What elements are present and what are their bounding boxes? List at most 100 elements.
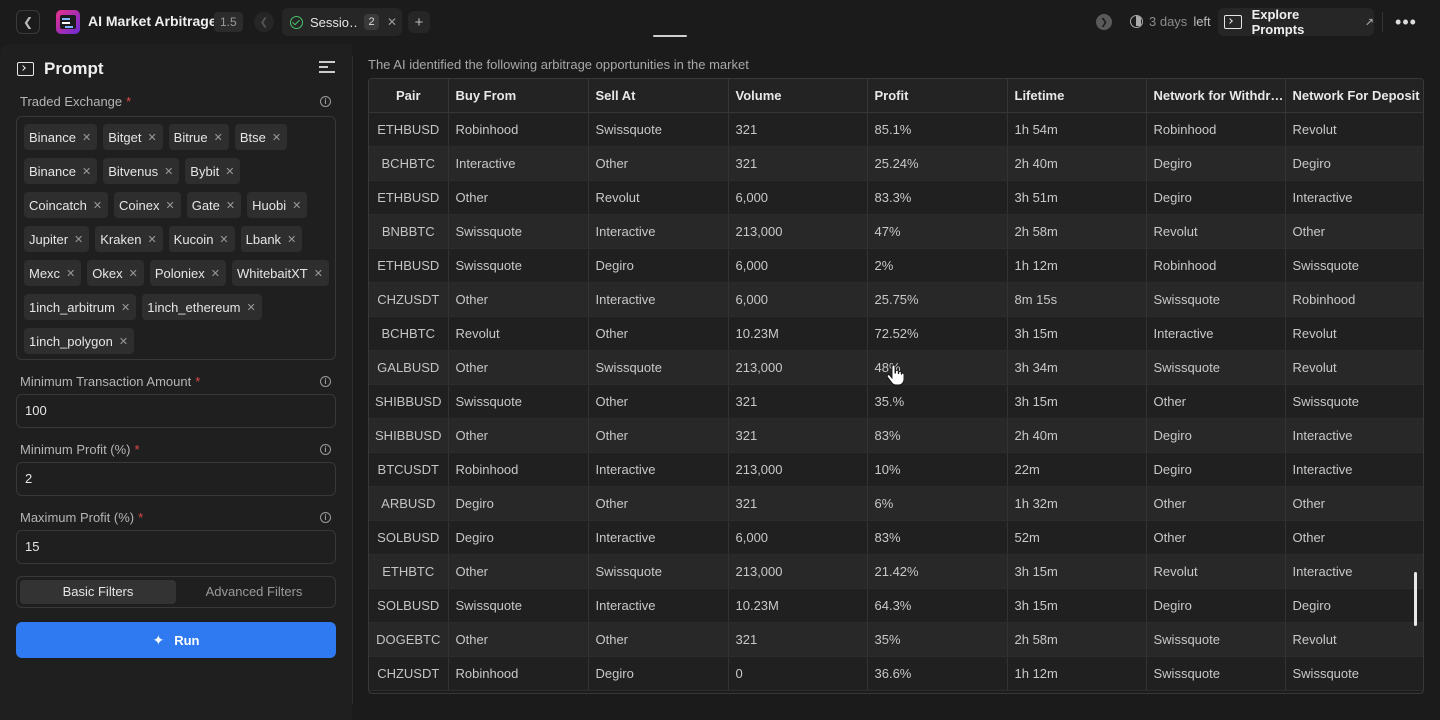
add-tab-button[interactable]: +	[408, 11, 430, 33]
table-cell: 2h 40m	[1007, 146, 1147, 181]
info-icon[interactable]: i	[320, 444, 331, 455]
top-bar: ❮ AI Market Arbitrage 1.5 ❮ Sessio… 2 ✕ …	[0, 0, 1440, 44]
next-session-button[interactable]: ❯	[1096, 14, 1112, 30]
drag-handle[interactable]	[653, 35, 687, 37]
remove-chip-icon[interactable]: ✕	[81, 131, 92, 144]
traded-exchange-label: Traded Exchange *	[20, 94, 131, 109]
remove-chip-icon[interactable]: ✕	[164, 165, 174, 178]
info-icon[interactable]: i	[320, 376, 331, 387]
tab-advanced-filters[interactable]: Advanced Filters	[205, 584, 303, 599]
table-cell: 25.75%	[867, 282, 1008, 317]
exchange-chip: Huobi ✕	[247, 192, 308, 218]
panel-resize-handle[interactable]	[352, 56, 353, 704]
remove-chip-icon[interactable]: ✕	[219, 233, 229, 246]
column-header[interactable]: Pair	[369, 79, 449, 113]
remove-chip-icon[interactable]: ✕	[287, 233, 297, 246]
remove-chip-icon[interactable]: ✕	[147, 233, 157, 246]
table-cell: 83%	[867, 520, 1008, 555]
column-header[interactable]: Network For Deposit	[1285, 79, 1423, 113]
remove-chip-icon[interactable]: ✕	[271, 131, 282, 144]
column-header[interactable]: Lifetime	[1007, 79, 1147, 113]
min-transaction-label: Minimum Transaction Amount *	[20, 374, 200, 389]
table-row[interactable]: SOLBUSD Degiro Interactive 6,000 83% 52m Other…	[369, 520, 1423, 555]
table-row[interactable]: DOGEBTC Other Other 321 35% 2h 58m Swissquote R…	[369, 622, 1423, 657]
min-transaction-input[interactable]: 100	[16, 394, 336, 428]
remove-chip-icon[interactable]: ✕	[313, 267, 323, 280]
table-row[interactable]: GALBUSD Other Swissquote 213,000 48% 3h 34m Sw…	[369, 350, 1423, 385]
table-cell: Swissquote	[588, 350, 729, 385]
table-cell: Degiro	[448, 520, 589, 555]
remove-chip-icon[interactable]: ✕	[292, 199, 302, 212]
exchange-chip: Mexc ✕	[24, 260, 82, 286]
table-row[interactable]: BNBBTC Swissquote Interactive 213,000 47% 2h …	[369, 214, 1423, 249]
table-row[interactable]: ETHBTC Other Swissquote 213,000 21.42% 3h 15m…	[369, 554, 1423, 589]
table-row[interactable]: CHZUSDT Robinhood Degiro 0 36.6% 1h 12m Swissq…	[369, 656, 1423, 691]
column-header[interactable]: Buy From	[448, 79, 589, 113]
table-cell: BTCUSDT	[369, 452, 449, 487]
table-row[interactable]: CHZUSDT Other Interactive 6,000 25.75% 8m 15s…	[369, 282, 1423, 317]
exchange-chip: Binance ✕	[24, 158, 98, 184]
collapse-panel-icon[interactable]	[319, 61, 335, 75]
remove-chip-icon[interactable]: ✕	[225, 165, 235, 178]
remove-chip-icon[interactable]: ✕	[213, 131, 223, 144]
explore-prompts-button[interactable]: Explore Prompts ↗	[1218, 7, 1374, 37]
min-transaction-label-text: Minimum Transaction Amount	[20, 374, 192, 389]
column-header[interactable]: Network for Withdr…	[1146, 79, 1286, 113]
table-row[interactable]: BTCUSDT Robinhood Interactive 213,000 10% 22m…	[369, 452, 1423, 487]
tab-session[interactable]: Sessio… 2 ✕	[282, 8, 402, 36]
table-cell: Revolut	[1285, 112, 1423, 147]
table-cell: BCHBTC	[369, 146, 449, 181]
column-header[interactable]: Sell At	[588, 79, 729, 113]
table-cell: 64.3%	[867, 588, 1008, 623]
tab-basic-filters[interactable]: Basic Filters	[20, 580, 176, 604]
remove-chip-icon[interactable]: ✕	[128, 267, 138, 280]
table-row[interactable]: BCHBTC Interactive Other 321 25.24% 2h 40m Deg…	[369, 146, 1423, 181]
exchange-chip: Btse ✕	[234, 124, 288, 150]
exchange-chip: 1inch_arbitrum ✕	[24, 294, 137, 320]
column-header[interactable]: Profit	[867, 79, 1008, 113]
back-button[interactable]: ❮	[16, 10, 40, 34]
remove-chip-icon[interactable]: ✕	[210, 267, 220, 280]
remove-chip-icon[interactable]: ✕	[225, 199, 236, 212]
remove-chip-icon[interactable]: ✕	[121, 301, 131, 314]
table-row[interactable]: ETHBUSD Other Revolut 6,000 83.3% 3h 51m Degir…	[369, 180, 1423, 215]
table-row[interactable]: ETHBUSD Robinhood Swissquote 321 85.1% 1h 54m…	[369, 112, 1423, 147]
table-row[interactable]: BCHBTC Revolut Other 10.23M 72.52% 3h 15m Inte…	[369, 316, 1423, 351]
scrollbar-thumb[interactable]	[1414, 572, 1417, 626]
previous-session-button[interactable]: ❮	[254, 12, 274, 32]
max-profit-input[interactable]: 15	[16, 530, 336, 564]
exchange-chip: Kucoin ✕	[168, 226, 235, 252]
run-button[interactable]: ✦ Run	[16, 622, 336, 658]
table-row[interactable]: SHIBBUSD Swissquote Other 321 35.% 3h 15m Othe…	[369, 384, 1423, 419]
remove-chip-icon[interactable]: ✕	[92, 199, 103, 212]
min-profit-input[interactable]: 2	[16, 462, 336, 496]
chevron-right-icon: ❯	[1100, 16, 1108, 27]
table-cell: 2h 58m	[1007, 214, 1147, 249]
table-cell: ETHBUSD	[369, 248, 449, 283]
remove-chip-icon[interactable]: ✕	[66, 267, 76, 280]
info-icon[interactable]: i	[320, 96, 331, 107]
exchange-multiselect[interactable]: Binance ✕ Bitget ✕ Bitrue ✕ Btse ✕ Binance ✕ Bitve…	[16, 116, 336, 360]
remove-chip-icon[interactable]: ✕	[74, 233, 84, 246]
more-options-icon[interactable]: •••	[1395, 11, 1417, 32]
column-header[interactable]: Volume	[728, 79, 868, 113]
table-cell: Swissquote	[588, 112, 729, 147]
explore-prompts-label: Explore Prompts	[1251, 7, 1305, 37]
close-tab-icon[interactable]: ✕	[387, 15, 398, 29]
table-cell: Revolut	[448, 316, 589, 351]
remove-chip-icon[interactable]: ✕	[246, 301, 256, 314]
table-cell: Interactive	[588, 282, 729, 317]
table-row[interactable]: SOLBUSD Swissquote Interactive 10.23M 64.3% 3…	[369, 588, 1423, 623]
trial-days: 3 days	[1149, 14, 1188, 29]
info-icon[interactable]: i	[320, 512, 331, 523]
table-cell: Swissquote	[1285, 384, 1423, 419]
min-profit-label-text: Minimum Profit (%)	[20, 442, 131, 457]
table-row[interactable]: ARBUSD Degiro Other 321 6% 1h 32m Other Other	[369, 486, 1423, 521]
remove-chip-icon[interactable]: ✕	[165, 199, 175, 212]
remove-chip-icon[interactable]: ✕	[81, 165, 92, 178]
table-row[interactable]: SHIBBUSD Other Other 321 83% 2h 40m Degiro Inte…	[369, 418, 1423, 453]
remove-chip-icon[interactable]: ✕	[147, 131, 157, 144]
table-cell: Swissquote	[588, 554, 729, 589]
remove-chip-icon[interactable]: ✕	[118, 335, 129, 348]
table-row[interactable]: ETHBUSD Swissquote Degiro 6,000 2% 1h 12m Robi…	[369, 248, 1423, 283]
